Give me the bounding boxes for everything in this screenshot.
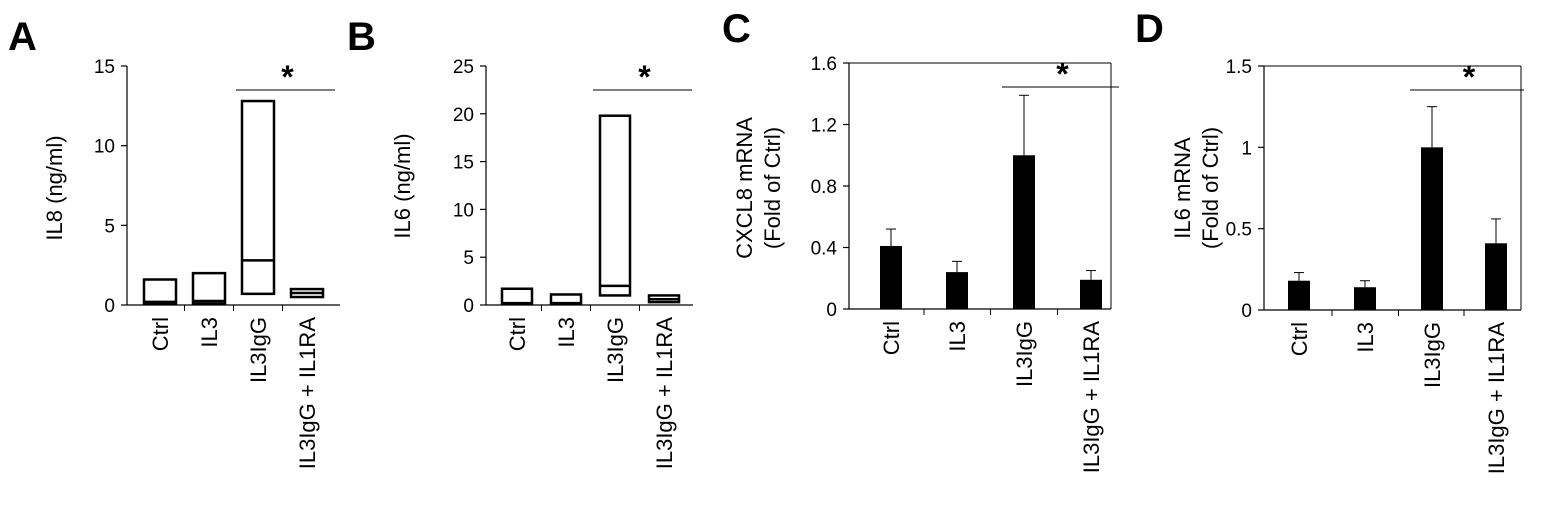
panel-a-category-label: IL3	[197, 317, 222, 348]
panel-b-y-tick-label: 0	[463, 296, 474, 317]
panel-c-category-label: IL3IgG + IL1RA	[1079, 321, 1104, 474]
panel-c-bar	[1013, 155, 1035, 309]
panel-b-category-label: IL3	[554, 317, 579, 348]
panel-a-box	[142, 278, 178, 305]
panel-b-y-tick-label: 25	[453, 57, 474, 78]
panel-d-y-tick-label: 1	[1241, 138, 1252, 159]
panel-d-y-tick-label: 1.5	[1226, 57, 1252, 78]
panel-d: D IL6 mRNA (Fold of Ctrl)	[1135, 7, 1223, 249]
y-axis-title-b: IL6 (ng/ml)	[390, 133, 415, 238]
panel-a-significance-star: *	[281, 59, 294, 95]
y-axis-title-d-line1: IL6 mRNA	[1170, 137, 1195, 239]
panel-letter-b: B	[347, 15, 376, 59]
panel-letter-c: C	[722, 7, 751, 51]
panel-d-bar	[1485, 243, 1507, 310]
panel-a-category-label: IL3IgG + IL1RA	[295, 317, 320, 470]
panel-d-category-label: Ctrl	[1287, 322, 1312, 356]
panel-b-y-tick-label: 10	[453, 200, 474, 221]
panel-b-y-tick-label: 15	[453, 153, 474, 174]
panel-d-bar	[1421, 147, 1443, 310]
panel-c-category-label: IL3IgG	[1012, 321, 1037, 387]
panel-d-significance-star: *	[1463, 59, 1476, 95]
y-axis-title-a: IL8 (ng/ml)	[42, 135, 67, 240]
panel-a-box	[240, 99, 276, 296]
panel-c-y-tick-label: 0.4	[811, 239, 838, 260]
panel-d-y-tick-label: 0	[1241, 301, 1252, 322]
panel-a-y-tick-label: 0	[104, 296, 115, 317]
panel-b: B IL6 (ng/ml)	[347, 15, 415, 239]
panel-c: C CXCL8 mRNA (Fold of Ctrl)	[722, 7, 785, 259]
panel-c-y-tick-label: 0	[826, 300, 837, 321]
panel-d-category-label: IL3	[1353, 322, 1378, 353]
panel-c-category-label: IL3	[945, 321, 970, 352]
panel-c-significance-star: *	[1056, 56, 1069, 92]
panel-b-category-label: Ctrl	[505, 317, 530, 351]
panel-b-category-label: IL3IgG	[603, 317, 628, 383]
panel-c-bar	[1080, 279, 1102, 309]
panel-c-y-tick-label: 1.6	[811, 54, 837, 75]
panel-c-category-label: Ctrl	[879, 321, 904, 355]
y-axis-title-d-line2: (Fold of Ctrl)	[1198, 127, 1223, 249]
panel-b-y-tick-label: 5	[463, 248, 474, 269]
panel-d-category-label: IL3IgG	[1420, 322, 1445, 388]
panel-a-category-label: IL3IgG	[246, 317, 271, 383]
y-axis-title-c-line1: CXCL8 mRNA	[732, 117, 757, 259]
panel-d-y-tick-label: 0.5	[1226, 220, 1252, 241]
panel-d-bar	[1354, 287, 1376, 310]
panel-letter-d: D	[1135, 7, 1164, 51]
panel-c-y-tick-label: 1.2	[811, 116, 837, 137]
panel-a: A IL8 (ng/ml)	[8, 15, 67, 241]
y-axis-title-c-line2: (Fold of Ctrl)	[760, 127, 785, 249]
panel-c-bar	[946, 272, 968, 309]
panel-b-category-label: IL3IgG + IL1RA	[652, 317, 677, 470]
panel-d-bar	[1288, 280, 1310, 310]
panel-a-y-tick-label: 10	[94, 137, 115, 158]
panel-d-category-label: IL3IgG + IL1RA	[1484, 322, 1509, 475]
panel-a-box	[191, 271, 227, 305]
panel-a-y-tick-label: 5	[104, 216, 115, 237]
panel-c-y-tick-label: 0.8	[811, 177, 837, 198]
panel-b-y-tick-label: 20	[453, 105, 474, 126]
panel-b-box	[500, 287, 534, 306]
panel-letter-a: A	[8, 15, 37, 59]
panel-c-bar	[880, 245, 902, 309]
panel-a-y-tick-label: 15	[94, 57, 115, 78]
panel-b-box	[598, 114, 632, 297]
panel-a-category-label: Ctrl	[148, 317, 173, 351]
panel-b-significance-star: *	[638, 59, 651, 95]
